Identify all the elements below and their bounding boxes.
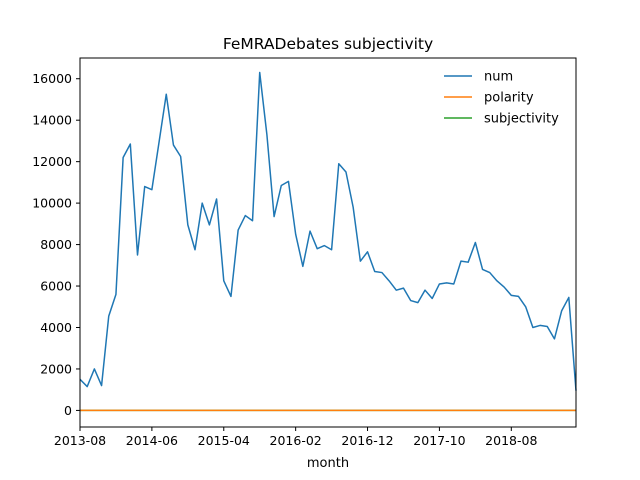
y-tick-label: 6000 — [40, 279, 72, 294]
chart-title: FeMRADebates subjectivity — [223, 35, 433, 53]
plot-area — [79, 71, 577, 412]
y-tick-label: 8000 — [40, 237, 72, 252]
x-tick-label: 2014-06 — [126, 433, 178, 448]
y-tick-label: 12000 — [32, 154, 72, 169]
x-tick-label: 2018-08 — [485, 433, 537, 448]
y-tick-label: 14000 — [32, 113, 72, 128]
x-axis-label: month — [307, 456, 349, 471]
plot-frame — [79, 57, 577, 428]
y-tick-label: 10000 — [32, 196, 72, 211]
x-tick-label: 2015-04 — [198, 433, 250, 448]
y-tick-label: 16000 — [32, 71, 72, 86]
x-axis: 2013-08 2014-06 2015-04 2016-02 2016-12 2017-… — [54, 427, 537, 448]
legend-label-subjectivity: subjectivity — [484, 112, 559, 127]
y-tick-label: 0 — [64, 403, 72, 418]
series-line-num — [79, 71, 577, 391]
legend: num polarity subjectivity — [444, 70, 559, 127]
y-tick-label: 4000 — [40, 320, 72, 335]
legend-label-num: num — [484, 70, 513, 85]
legend-label-polarity: polarity — [484, 91, 534, 106]
y-axis: 0 2000 4000 6000 8000 10000 12000 14000 16000 — [32, 71, 80, 418]
x-tick-label: 2013-08 — [54, 433, 106, 448]
x-tick-label: 2016-02 — [270, 433, 322, 448]
x-tick-label: 2017-10 — [413, 433, 465, 448]
x-tick-label: 2016-12 — [341, 433, 393, 448]
y-tick-label: 2000 — [40, 361, 72, 376]
